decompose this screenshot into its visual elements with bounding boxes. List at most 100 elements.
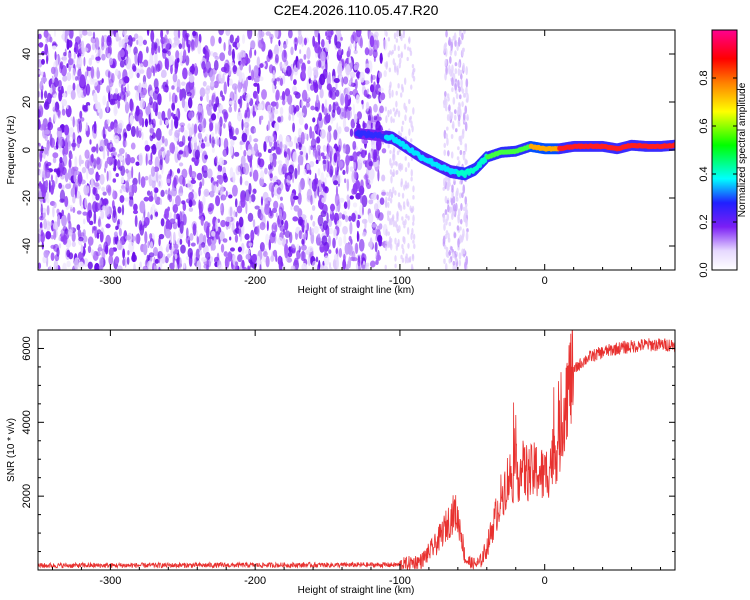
noise-speckle — [296, 243, 300, 251]
noise-speckle — [297, 216, 304, 226]
noise-speckle — [245, 253, 251, 260]
noise-speckle — [113, 158, 117, 171]
noise-speckle — [452, 260, 456, 266]
noise-speckle — [229, 62, 235, 67]
noise-speckle — [114, 108, 118, 115]
noise-speckle — [70, 187, 75, 198]
noise-speckle — [279, 77, 284, 87]
noise-speckle — [154, 211, 159, 217]
colorbar-tick-label: 0.6 — [698, 118, 710, 133]
noise-speckle — [80, 232, 85, 237]
noise-speckle — [141, 87, 148, 96]
noise-speckle — [127, 176, 130, 183]
noise-speckle — [388, 92, 392, 99]
noise-speckle — [211, 136, 215, 148]
noise-speckle — [288, 104, 294, 115]
snr-series-line — [38, 330, 675, 570]
noise-speckle — [377, 234, 383, 243]
noise-speckle — [298, 230, 303, 240]
noise-speckle — [243, 121, 250, 129]
noise-speckle — [142, 243, 148, 256]
noise-speckle — [170, 112, 174, 117]
noise-speckle — [178, 43, 183, 50]
noise-speckle — [38, 182, 43, 187]
noise-speckle — [458, 30, 462, 37]
noise-speckle — [312, 35, 316, 47]
noise-speckle — [314, 125, 317, 132]
noise-speckle — [300, 99, 304, 108]
noise-speckle — [389, 188, 392, 194]
noise-speckle — [61, 209, 64, 217]
noise-speckle — [241, 259, 245, 269]
noise-speckle — [267, 49, 273, 59]
noise-speckle — [126, 123, 132, 132]
noise-speckle — [402, 248, 405, 255]
noise-speckle — [354, 78, 358, 90]
noise-speckle — [218, 70, 222, 82]
noise-speckle — [353, 170, 358, 180]
noise-speckle — [335, 30, 341, 36]
noise-speckle — [125, 140, 128, 147]
noise-speckle — [231, 184, 238, 197]
noise-speckle — [365, 101, 370, 112]
noise-speckle — [104, 160, 108, 169]
noise-speckle — [384, 244, 388, 252]
noise-speckle — [281, 90, 286, 102]
noise-speckle — [53, 243, 59, 252]
noise-speckle — [370, 73, 373, 84]
noise-speckle — [40, 88, 44, 100]
noise-speckle — [223, 62, 230, 74]
noise-speckle — [139, 69, 145, 74]
noise-speckle — [88, 57, 93, 66]
noise-speckle — [195, 248, 200, 262]
noise-speckle — [339, 197, 345, 203]
noise-speckle — [61, 108, 66, 116]
noise-speckle — [314, 42, 321, 54]
noise-speckle — [447, 150, 450, 157]
noise-speckle — [317, 233, 321, 238]
noise-speckle — [72, 206, 76, 214]
noise-speckle — [235, 165, 241, 176]
noise-speckle — [462, 112, 466, 121]
noise-speckle — [81, 167, 87, 174]
noise-speckle — [59, 198, 65, 203]
noise-speckle — [348, 56, 352, 64]
noise-speckle — [166, 178, 171, 184]
noise-speckle — [58, 89, 63, 102]
noise-speckle — [275, 77, 281, 82]
noise-speckle — [445, 218, 448, 226]
noise-speckle — [153, 187, 159, 194]
noise-speckle — [198, 202, 202, 210]
noise-speckle — [49, 265, 52, 270]
noise-speckle — [376, 113, 380, 123]
noise-speckle — [48, 79, 53, 85]
noise-speckle — [210, 35, 215, 47]
noise-speckle — [328, 235, 331, 248]
noise-speckle — [106, 170, 109, 182]
noise-speckle — [56, 168, 61, 176]
noise-speckle — [465, 209, 469, 216]
noise-speckle — [172, 258, 175, 270]
noise-speckle — [100, 159, 103, 165]
noise-speckle — [397, 110, 401, 118]
noise-speckle — [214, 183, 220, 194]
noise-speckle — [43, 101, 50, 110]
noise-speckle — [368, 168, 375, 181]
noise-speckle — [215, 231, 220, 240]
noise-speckle — [278, 39, 281, 47]
noise-speckle — [366, 94, 372, 99]
noise-speckle — [408, 128, 411, 136]
noise-speckle — [396, 150, 400, 156]
noise-speckle — [225, 216, 232, 222]
noise-speckle — [161, 69, 167, 78]
noise-speckle — [153, 78, 159, 90]
noise-speckle — [362, 205, 365, 216]
noise-speckle — [388, 84, 392, 91]
noise-speckle — [166, 79, 169, 87]
noise-speckle — [404, 167, 408, 173]
noise-speckle — [286, 174, 291, 186]
noise-speckle — [462, 151, 466, 161]
noise-speckle — [272, 158, 277, 168]
noise-speckle — [409, 115, 413, 120]
noise-speckle — [64, 30, 70, 36]
